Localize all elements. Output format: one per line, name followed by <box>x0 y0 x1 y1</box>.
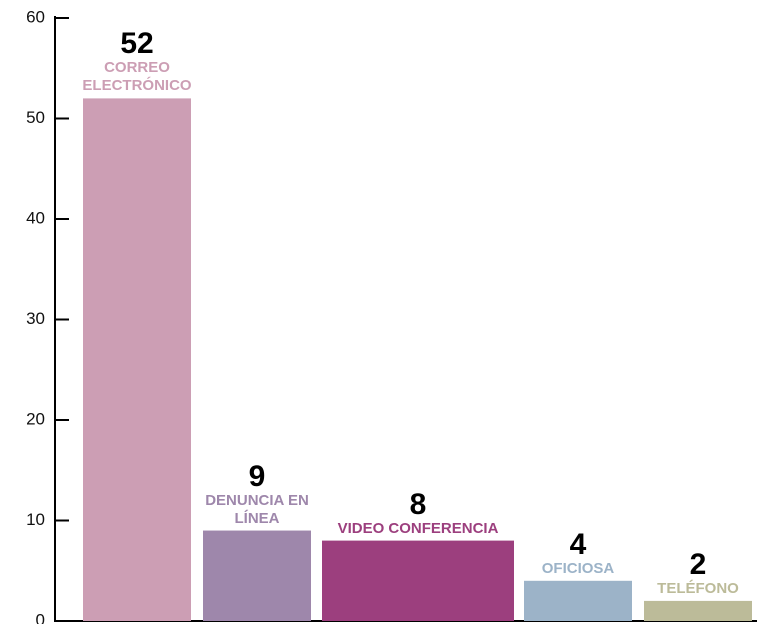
category-label: VIDEO CONFERENCIA <box>337 519 499 537</box>
bar-label: 8 VIDEO CONFERENCIA <box>322 487 514 538</box>
bar <box>524 580 632 621</box>
y-tick-label: 10 <box>26 510 45 529</box>
y-tick-label: 50 <box>26 108 45 127</box>
value-label: 9 <box>248 459 266 493</box>
bar <box>644 600 752 621</box>
bar <box>322 540 514 621</box>
bar-label: 9 DENUNCIA EN LÍNEA <box>203 459 311 528</box>
value-label: 52 <box>120 27 154 61</box>
value-label: 2 <box>689 547 707 581</box>
y-tick-label: 20 <box>26 409 45 428</box>
category-label: DENUNCIA EN LÍNEA <box>205 491 309 527</box>
value-label: 8 <box>409 487 427 521</box>
y-tick-label: 30 <box>26 309 45 328</box>
value-label: 4 <box>569 527 587 561</box>
bar-label: 52 CORREO ELECTRÓNICO <box>82 27 192 95</box>
bar <box>203 530 311 621</box>
y-tick-label: 0 <box>36 610 45 624</box>
y-tick-label: 60 <box>26 7 45 26</box>
y-tick-label: 40 <box>26 208 45 227</box>
bar <box>83 98 191 621</box>
bar-label: 4 OFICIOSA <box>524 527 632 578</box>
bar-label: 2 TELÉFONO <box>644 547 752 598</box>
category-label: OFICIOSA <box>541 559 615 577</box>
category-label: CORREO ELECTRÓNICO <box>82 59 192 95</box>
category-label: TELÉFONO <box>657 579 739 597</box>
